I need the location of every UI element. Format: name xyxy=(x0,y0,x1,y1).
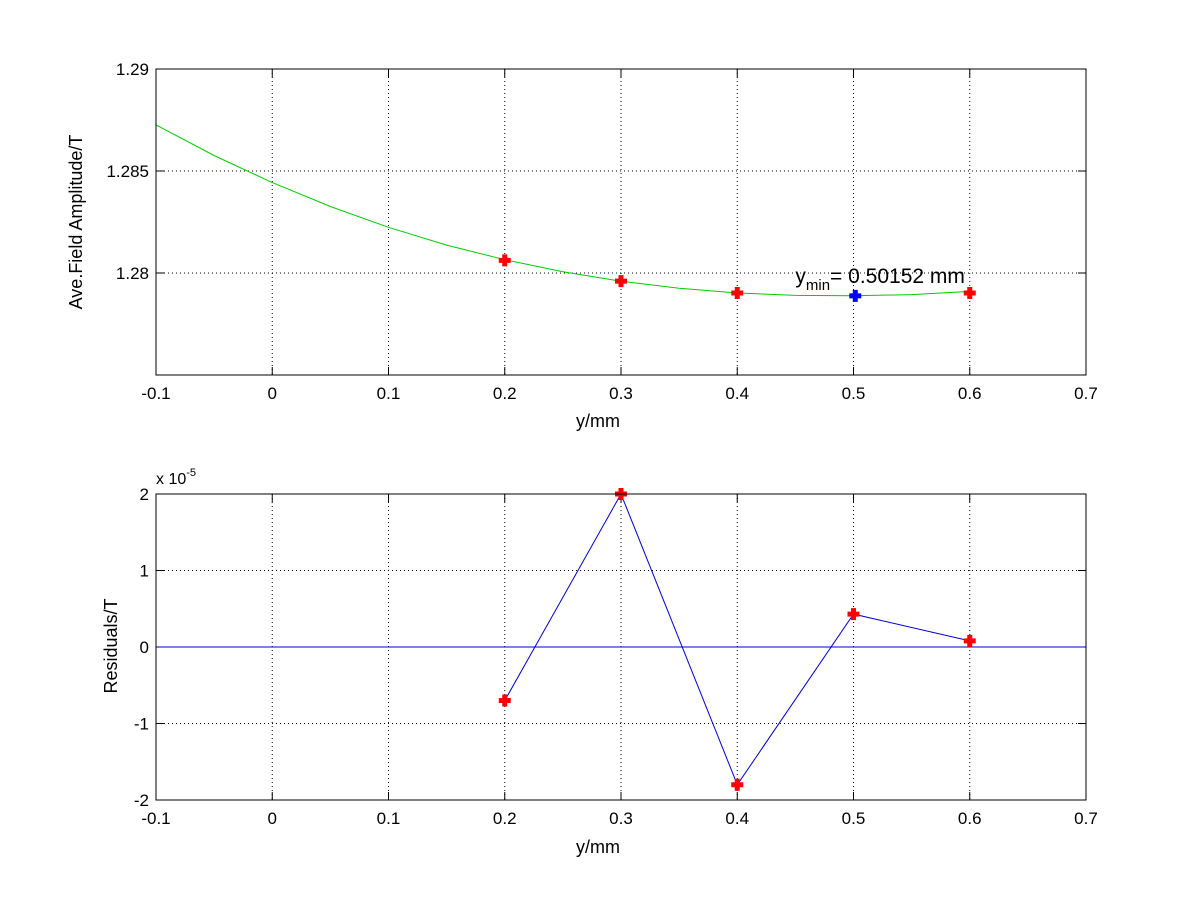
residuals-plot-y-tick-labels: -2 -1 0 1 2 xyxy=(134,485,149,810)
x-tick-label: -0.1 xyxy=(141,384,170,403)
y-tick-label: 1.28 xyxy=(116,264,149,283)
residuals-y-multiplier: x 10-5 xyxy=(156,467,196,488)
minimum-point-marker xyxy=(849,289,862,302)
x-tick-label: 0 xyxy=(268,809,277,828)
x-tick-label: 0.1 xyxy=(377,384,401,403)
y-tick-label: 1 xyxy=(140,562,149,581)
y-tick-label: 1.29 xyxy=(116,60,149,79)
annotation-variable: y xyxy=(795,265,806,288)
residual-point-marker xyxy=(731,778,744,791)
y-tick-label: -2 xyxy=(134,791,149,810)
minimum-annotation: ymin= 0.50152 mm xyxy=(795,265,965,294)
fit-plot-panel: -0.1 0 0.1 0.2 0.3 0.4 0.5 0.6 0.7 1.28 1.285 1.29… xyxy=(66,60,1098,431)
x-tick-label: 0.5 xyxy=(842,809,866,828)
y-tick-label: 0 xyxy=(140,638,149,657)
fit-plot-frame xyxy=(155,68,1087,376)
fit-curve-line xyxy=(155,124,970,297)
x-tick-label: 0.3 xyxy=(609,809,633,828)
x-tick-label: 0.2 xyxy=(493,384,517,403)
residual-point-marker xyxy=(963,634,976,647)
multiplier-exponent: -5 xyxy=(186,467,196,479)
measured-point-marker xyxy=(615,275,627,288)
y-tick-label: 1.285 xyxy=(106,162,149,181)
fit-plot-grid xyxy=(156,69,1086,375)
x-tick-label: 0.7 xyxy=(1074,384,1098,403)
x-tick-label: 0.1 xyxy=(377,809,401,828)
x-tick-label: 0.7 xyxy=(1074,809,1098,828)
residuals-plot-y-axis-label: Residuals/T xyxy=(101,598,121,693)
fit-plot-y-tick-labels: 1.28 1.285 1.29 xyxy=(106,60,149,283)
measured-point-marker xyxy=(731,286,744,299)
measured-point-marker xyxy=(963,286,976,299)
measured-point-markers xyxy=(498,254,976,299)
residuals-plot-frame xyxy=(155,493,1087,801)
x-tick-label: 0.4 xyxy=(725,809,749,828)
x-tick-label: 0.3 xyxy=(609,384,633,403)
x-tick-label: 0.5 xyxy=(842,384,866,403)
measured-point-marker xyxy=(498,254,511,267)
fit-plot-x-axis-label: y/mm xyxy=(576,411,620,431)
x-tick-label: 0 xyxy=(268,384,277,403)
annotation-subscript: min xyxy=(806,277,830,294)
x-tick-label: 0.6 xyxy=(958,809,982,828)
residuals-plot-x-tick-labels: -0.1 0 0.1 0.2 0.3 0.4 0.5 0.6 0.7 xyxy=(141,809,1097,828)
x-tick-label: 0.2 xyxy=(493,809,517,828)
x-tick-label: -0.1 xyxy=(141,809,170,828)
fit-plot-y-axis-label: Ave.Field Amplitude/T xyxy=(66,135,86,310)
y-tick-label: 2 xyxy=(140,485,149,504)
x-tick-label: 0.6 xyxy=(958,384,982,403)
minimum-point-marker-group xyxy=(849,289,862,302)
y-tick-label: -1 xyxy=(134,715,149,734)
x-tick-label: 0.4 xyxy=(725,384,749,403)
residual-point-marker xyxy=(498,694,511,707)
fit-plot-x-tick-labels: -0.1 0 0.1 0.2 0.3 0.4 0.5 0.6 0.7 xyxy=(141,384,1097,403)
fit-plot-ticks xyxy=(155,68,1087,375)
residual-point-marker xyxy=(847,608,860,621)
multiplier-base: x 10 xyxy=(156,471,186,488)
residuals-plot-x-axis-label: y/mm xyxy=(576,837,620,857)
annotation-value: = 0.50152 mm xyxy=(830,265,965,288)
